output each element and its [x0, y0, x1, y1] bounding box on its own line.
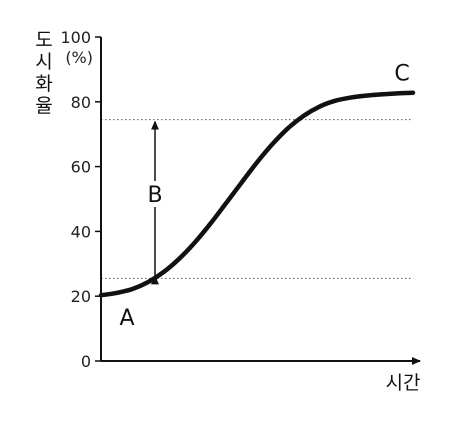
- annotation-label-c: C: [394, 62, 409, 87]
- y-tick-label: 100: [60, 28, 91, 47]
- y-unit-label: (%): [65, 48, 93, 67]
- y-tick-label: 40: [71, 222, 91, 241]
- y-tick-label: 20: [71, 287, 91, 306]
- y-tick-label: 0: [81, 352, 91, 371]
- x-axis-title: 시간: [386, 372, 421, 394]
- annotation-label-a: A: [119, 306, 134, 331]
- annotation-label-b: B: [147, 183, 162, 208]
- y-tick-label: 60: [71, 158, 91, 177]
- y-tick-label: 80: [71, 93, 91, 112]
- annotation-label-bg: [145, 181, 165, 207]
